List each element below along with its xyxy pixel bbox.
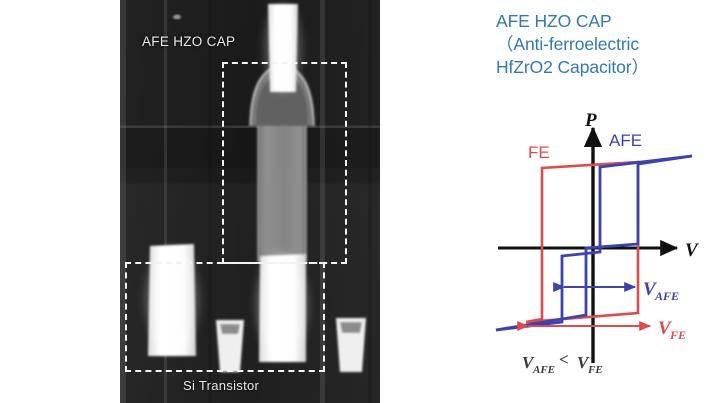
chart-series-fe xyxy=(525,160,640,324)
tem-capacitor-stack xyxy=(249,67,315,262)
page-title-line-2: （Anti-ferroelectric xyxy=(496,33,639,54)
chart-legend-afe: AFE xyxy=(609,131,642,150)
page-title: AFE HZO CAP （Anti-ferroelectric HfZrO2 C… xyxy=(496,10,720,78)
tem-cross-section-image: AFE HZO CAP Si Transistor xyxy=(120,0,380,403)
comparison-v1: V xyxy=(522,353,535,372)
page-title-line-3: HfZrO2 Capacitor） xyxy=(496,56,649,77)
comparison-v2-sub: FE xyxy=(587,364,603,376)
v-fe-label-subscript: FE xyxy=(669,328,686,342)
comparison-operator: < xyxy=(559,350,569,369)
comparison-caption: V AFE < V FE xyxy=(522,350,603,376)
tem-diffuse-glow xyxy=(146,4,308,357)
v-fe-label-main: V xyxy=(658,318,672,339)
tem-caption-afe-hzo-cap: AFE HZO CAP xyxy=(142,34,236,49)
v-afe-label-main: V xyxy=(643,279,657,300)
chart-x-axis-label: V xyxy=(685,240,699,261)
hysteresis-chart-canvas: P V FE AFE V AFE V FE V AFE < xyxy=(495,110,699,376)
tem-interface-line xyxy=(120,126,380,128)
tem-image-canvas xyxy=(120,0,380,403)
hysteresis-chart: P V FE AFE V AFE V FE V AFE < xyxy=(480,108,720,403)
comparison-v2: V xyxy=(577,353,590,372)
tem-artifact-speck xyxy=(173,14,181,20)
tem-caption-si-transistor: Si Transistor xyxy=(183,378,260,393)
tem-small-contacts xyxy=(216,318,366,372)
tem-layer-shade xyxy=(120,128,380,168)
page-title-line-1: AFE HZO CAP xyxy=(496,11,612,31)
comparison-v1-sub: AFE xyxy=(532,364,555,376)
chart-legend-fe: FE xyxy=(528,143,550,162)
chart-y-axis-label: P xyxy=(584,110,597,131)
v-afe-label-subscript: AFE xyxy=(654,289,679,303)
tem-noise-texture xyxy=(120,0,372,403)
